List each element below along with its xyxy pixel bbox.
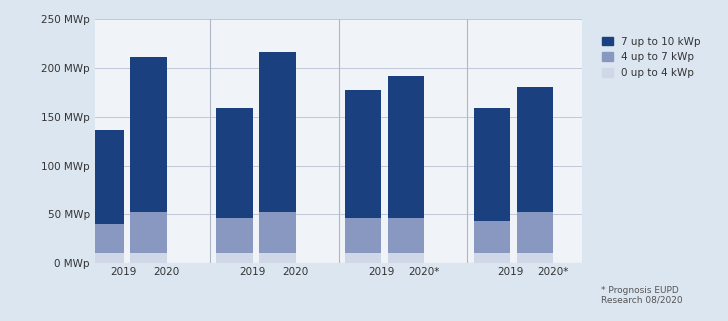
Bar — [87, 254, 124, 263]
Bar — [474, 108, 510, 221]
Bar — [345, 254, 381, 263]
Bar — [345, 90, 381, 218]
Bar — [259, 52, 296, 212]
Bar — [517, 212, 553, 254]
Legend: 7 up to 10 kWp, 4 up to 7 kWp, 0 up to 4 kWp: 7 up to 10 kWp, 4 up to 7 kWp, 0 up to 4… — [602, 37, 700, 78]
Text: * Prognosis EUPD
Research 08/2020: * Prognosis EUPD Research 08/2020 — [601, 286, 682, 305]
Bar — [474, 254, 510, 263]
Bar — [259, 254, 296, 263]
Bar — [388, 218, 424, 254]
Bar — [130, 57, 167, 212]
Bar — [388, 76, 424, 218]
Bar — [474, 221, 510, 254]
Bar — [517, 254, 553, 263]
Bar — [216, 254, 253, 263]
Bar — [216, 218, 253, 254]
Bar — [130, 212, 167, 254]
Bar — [345, 218, 381, 254]
Bar — [87, 130, 124, 224]
Bar — [259, 212, 296, 254]
Bar — [87, 224, 124, 254]
Bar — [216, 108, 253, 218]
Bar — [517, 87, 553, 212]
Bar — [130, 254, 167, 263]
Bar — [388, 254, 424, 263]
